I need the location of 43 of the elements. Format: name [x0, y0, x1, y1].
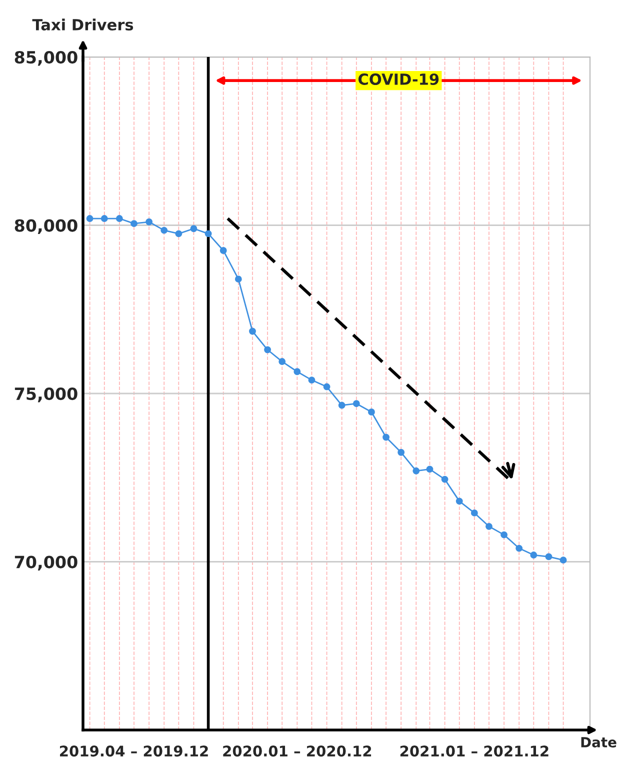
point [382, 434, 390, 441]
point [204, 230, 212, 238]
point [249, 328, 256, 335]
y-axis-title: Taxi Drivers [32, 18, 134, 30]
point [175, 230, 182, 238]
point [352, 400, 360, 408]
point [412, 467, 420, 474]
x-tick-label: 2021.01 – 2021.12 [400, 746, 548, 757]
point [500, 531, 508, 538]
x-tick-label: 2019.04 – 2019.12 [60, 746, 208, 757]
point [398, 448, 405, 456]
point [441, 476, 448, 483]
point [160, 226, 168, 234]
y-tick-label: 85,000 [14, 50, 78, 66]
point [530, 552, 538, 558]
point [426, 466, 434, 473]
point [86, 215, 94, 222]
point [190, 225, 198, 232]
point [323, 383, 330, 390]
point [516, 544, 523, 552]
point [560, 556, 567, 564]
point [486, 522, 492, 530]
point [368, 408, 375, 416]
y-tick-label: 80,000 [14, 219, 78, 234]
point [234, 276, 242, 283]
point [545, 553, 552, 560]
x-axis-title: Date [581, 737, 616, 748]
point [116, 215, 123, 222]
point [470, 509, 478, 516]
point [130, 220, 138, 228]
point [264, 346, 272, 354]
annotation: COVID-19 [358, 73, 439, 85]
point [338, 402, 346, 409]
point [294, 368, 301, 376]
x-tick-label: 2020.01 – 2020.12 [223, 746, 372, 757]
point [100, 215, 108, 222]
point [278, 358, 286, 366]
y-tick-label: 75,000 [14, 387, 78, 402]
point [220, 247, 227, 254]
y-tick-label: 70,000 [14, 556, 78, 570]
point [456, 498, 463, 505]
point [308, 376, 316, 384]
point [146, 218, 153, 226]
